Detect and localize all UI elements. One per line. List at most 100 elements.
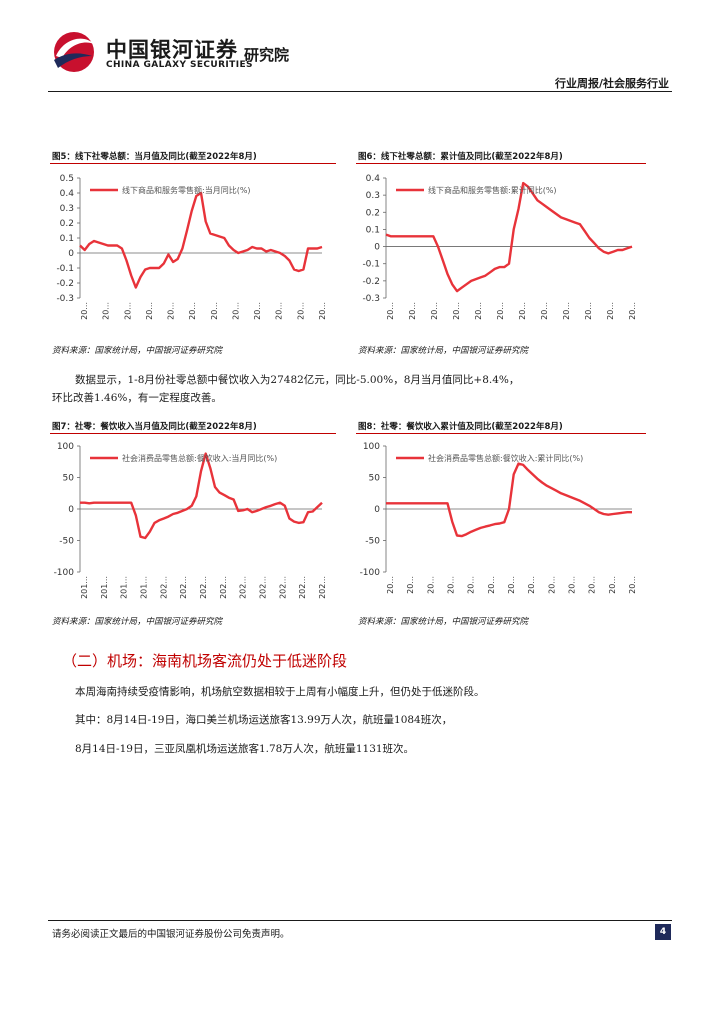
- x-tick-label: 20...: [628, 302, 637, 320]
- x-tick-group: 20...: [527, 576, 536, 594]
- y-tick-label: -100: [360, 568, 381, 578]
- x-tick-group: 201...: [120, 576, 129, 599]
- footer-disclaimer: 请务必阅读正文最后的中国银河证券股份公司免责声明。: [52, 929, 290, 940]
- x-tick-group: 20...: [467, 576, 476, 594]
- x-tick-group: 202...: [219, 576, 228, 599]
- x-tick-group: 20...: [231, 302, 240, 320]
- y-tick-label: -0.3: [362, 294, 380, 304]
- figure-6-source: 资料来源：国家统计局，中国银河证券研究院: [358, 346, 529, 356]
- x-tick-label: 20...: [430, 302, 439, 320]
- x-tick-label: 20...: [588, 576, 597, 594]
- y-tick-label: 0.1: [60, 234, 74, 244]
- y-tick-label: -0.1: [56, 264, 74, 274]
- figure-8-source: 资料来源：国家统计局，中国银河证券研究院: [358, 617, 529, 627]
- x-tick-group: 20...: [123, 302, 132, 320]
- y-tick-label: -0.1: [362, 260, 380, 270]
- x-tick-group: 20...: [452, 302, 461, 320]
- x-tick-group: 20...: [80, 302, 89, 320]
- series-line: [386, 462, 632, 538]
- legend-label: 社会消费品零售总额:餐饮收入:当月同比(%): [122, 453, 277, 463]
- x-tick-label: 20...: [540, 302, 549, 320]
- y-tick-label: 50: [63, 474, 75, 484]
- x-tick-label: 20...: [507, 576, 516, 594]
- x-tick-label: 20...: [474, 302, 483, 320]
- y-tick-label: 0.3: [60, 204, 74, 214]
- x-tick-label: 202...: [199, 576, 208, 599]
- x-tick-label: 20...: [275, 302, 284, 320]
- y-tick-label: 0.3: [366, 191, 380, 201]
- x-tick-label: 20...: [102, 302, 111, 320]
- legend-label: 线下商品和服务零售额:累计同比(%): [428, 185, 557, 195]
- x-tick-group: 20...: [275, 302, 284, 320]
- x-tick-label: 20...: [318, 302, 327, 320]
- x-tick-label: 20...: [210, 302, 219, 320]
- y-tick-label: 0.5: [60, 174, 74, 184]
- x-tick-label: 20...: [562, 302, 571, 320]
- x-tick-label: 20...: [123, 302, 132, 320]
- x-tick-label: 202...: [298, 576, 307, 599]
- x-tick-label: 202...: [219, 576, 228, 599]
- x-tick-label: 20...: [296, 302, 305, 320]
- x-tick-group: 20...: [568, 576, 577, 594]
- x-tick-group: 201...: [100, 576, 109, 599]
- x-tick-group: 20...: [447, 576, 456, 594]
- institute-label: 研究院: [244, 46, 290, 64]
- x-tick-label: 20...: [231, 302, 240, 320]
- x-tick-label: 20...: [584, 302, 593, 320]
- x-tick-group: 20...: [608, 576, 617, 594]
- x-tick-label: 20...: [606, 302, 615, 320]
- x-tick-label: 20...: [386, 576, 395, 594]
- y-tick-label: 0: [374, 505, 380, 515]
- x-tick-group: 202...: [318, 576, 327, 599]
- y-tick-label: 50: [369, 474, 381, 484]
- y-tick-label: 0: [374, 243, 380, 253]
- x-tick-group: 202...: [298, 576, 307, 599]
- x-tick-group: 201...: [80, 576, 89, 599]
- x-tick-group: 202...: [179, 576, 188, 599]
- x-tick-label: 20...: [496, 302, 505, 320]
- y-tick-label: -0.2: [56, 279, 74, 289]
- paragraph-1-line-2: 环比改善1.46%，有一定程度改善。: [52, 392, 222, 404]
- paragraph-2-line-3: 8月14日-19日，三亚凤凰机场运送旅客1.78万人次，航班量1131班次。: [75, 743, 415, 755]
- x-tick-label: 20...: [547, 576, 556, 594]
- x-tick-group: 20...: [386, 576, 395, 594]
- x-tick-label: 201...: [80, 576, 89, 599]
- x-tick-label: 201...: [140, 576, 149, 599]
- x-tick-label: 202...: [259, 576, 268, 599]
- y-tick-label: -0.2: [362, 277, 380, 287]
- x-tick-label: 20...: [568, 576, 577, 594]
- x-tick-label: 20...: [447, 576, 456, 594]
- x-tick-group: 20...: [188, 302, 197, 320]
- company-name-en: CHINA GALAXY SECURITIES: [106, 60, 253, 70]
- x-tick-group: 20...: [562, 302, 571, 320]
- x-tick-group: 20...: [430, 302, 439, 320]
- figure-5-rule: [50, 163, 336, 164]
- y-tick-label: 100: [363, 442, 380, 452]
- series-line: [385, 181, 633, 293]
- x-tick-group: 20...: [210, 302, 219, 320]
- x-tick-group: 20...: [102, 302, 111, 320]
- figure-7-chart: 100 50 0 -50 -100 201... 201... 201... 201... 202…: [54, 442, 327, 599]
- x-tick-label: 20...: [167, 302, 176, 320]
- x-tick-group: 20...: [487, 576, 496, 594]
- x-tick-label: 20...: [467, 576, 476, 594]
- x-tick-group: 20...: [474, 302, 483, 320]
- y-tick-label: 0.1: [366, 225, 380, 235]
- x-tick-group: 20...: [496, 302, 505, 320]
- x-tick-group: 20...: [253, 302, 262, 320]
- y-tick-label: 0: [68, 249, 74, 259]
- legend-label: 社会消费品零售总额:餐饮收入:累计同比(%): [428, 453, 583, 463]
- figure-7-rule: [50, 433, 336, 434]
- x-tick-group: 202...: [259, 576, 268, 599]
- x-tick-group: 20...: [386, 302, 395, 320]
- x-tick-label: 201...: [100, 576, 109, 599]
- x-tick-label: 20...: [426, 576, 435, 594]
- x-tick-group: 20...: [518, 302, 527, 320]
- x-tick-group: 20...: [145, 302, 154, 320]
- x-tick-group: 20...: [408, 302, 417, 320]
- x-tick-label: 202...: [179, 576, 188, 599]
- y-tick-label: 100: [57, 442, 74, 452]
- y-tick-label: -0.3: [56, 294, 74, 304]
- section-heading: （二）机场：海南机场客流仍处于低迷阶段: [62, 652, 348, 670]
- x-tick-label: 20...: [487, 576, 496, 594]
